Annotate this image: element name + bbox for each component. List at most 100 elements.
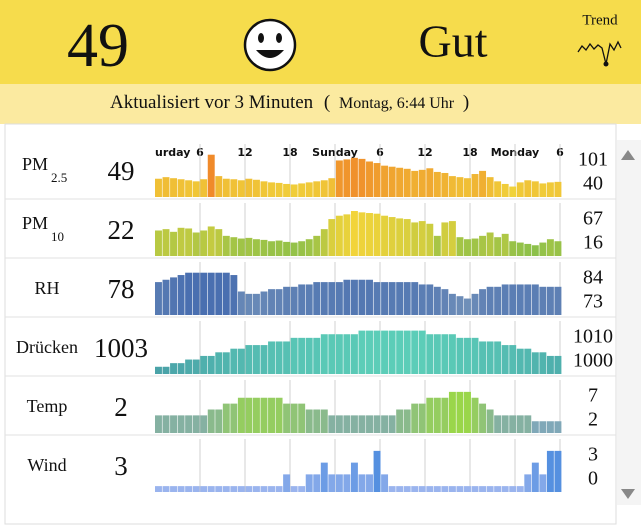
bar <box>464 239 471 256</box>
label-name: Temp <box>27 396 68 416</box>
bar <box>464 178 471 197</box>
bar <box>162 486 170 492</box>
paren: ) <box>463 92 469 113</box>
bar <box>373 450 381 492</box>
bar <box>245 345 253 374</box>
bar <box>192 272 200 315</box>
bar <box>464 391 471 433</box>
bar <box>237 238 245 256</box>
bar <box>464 337 471 374</box>
row-value: 49 <box>108 156 135 186</box>
bar <box>207 226 215 256</box>
row-min: 1000 <box>573 350 613 372</box>
bar <box>215 176 223 197</box>
bar <box>546 421 554 433</box>
bar <box>501 233 509 256</box>
bar <box>418 403 426 433</box>
bar <box>185 272 193 315</box>
bar <box>162 366 170 374</box>
bar <box>486 409 494 433</box>
row-max: 101 <box>578 149 608 171</box>
bar <box>298 241 306 256</box>
bar <box>275 182 283 197</box>
bar <box>335 415 343 433</box>
bar <box>403 486 411 492</box>
bar <box>207 272 215 315</box>
bar <box>554 181 562 197</box>
bar <box>275 289 283 315</box>
scrollbar[interactable] <box>617 140 641 505</box>
bar <box>403 219 411 256</box>
bar <box>546 450 554 492</box>
bar <box>305 239 313 256</box>
bar <box>456 237 464 256</box>
bar <box>335 282 343 315</box>
bar <box>222 486 230 492</box>
row-min: 2 <box>588 409 598 431</box>
bar <box>305 337 313 374</box>
bar <box>501 415 509 433</box>
smiley <box>243 18 297 72</box>
bar <box>456 296 464 315</box>
bar <box>155 178 162 197</box>
bar <box>486 486 494 492</box>
bar <box>539 474 547 492</box>
bar <box>237 180 245 197</box>
bar <box>426 334 434 374</box>
bar <box>328 334 336 374</box>
bar <box>298 403 306 433</box>
paren: ( <box>324 92 330 113</box>
bar <box>479 289 487 315</box>
bar <box>230 403 238 433</box>
bar <box>554 286 562 315</box>
bar <box>170 415 178 433</box>
bar <box>298 284 306 315</box>
bar <box>283 474 291 492</box>
bar <box>388 217 396 256</box>
bar <box>448 176 456 197</box>
bar <box>260 397 268 433</box>
bar <box>155 366 162 374</box>
bar <box>358 415 366 433</box>
bar <box>290 486 298 492</box>
row-label: Drücken <box>16 337 78 357</box>
bar <box>290 403 298 433</box>
bar <box>494 181 502 197</box>
bar <box>305 284 313 315</box>
bar <box>388 486 396 492</box>
row-label: Wind <box>27 455 66 475</box>
bar <box>471 174 479 197</box>
bar <box>366 330 373 374</box>
label-name: Drücken <box>16 337 78 357</box>
row-label: RH <box>34 278 59 298</box>
scroll-down[interactable] <box>621 489 635 499</box>
bar <box>200 415 208 433</box>
bar <box>448 221 456 256</box>
bar <box>448 391 456 433</box>
bar <box>260 291 268 315</box>
bar <box>200 230 208 256</box>
bar <box>494 341 502 374</box>
bar <box>358 212 366 256</box>
bar <box>335 474 343 492</box>
bar <box>237 397 245 433</box>
bar <box>403 168 411 197</box>
bar <box>268 397 275 433</box>
bar <box>531 352 539 374</box>
bar <box>335 160 343 197</box>
bar <box>411 222 419 256</box>
bar <box>343 279 351 315</box>
row-value: 78 <box>108 274 135 304</box>
bar <box>524 180 532 197</box>
bar <box>418 330 426 374</box>
scroll-up[interactable] <box>621 150 635 160</box>
bar <box>366 415 373 433</box>
bar <box>381 474 389 492</box>
bar <box>358 474 366 492</box>
bar <box>177 486 185 492</box>
bar <box>320 409 328 433</box>
bar <box>441 397 449 433</box>
time-label: urday <box>155 146 190 159</box>
bar <box>283 241 291 256</box>
bar <box>479 235 487 256</box>
